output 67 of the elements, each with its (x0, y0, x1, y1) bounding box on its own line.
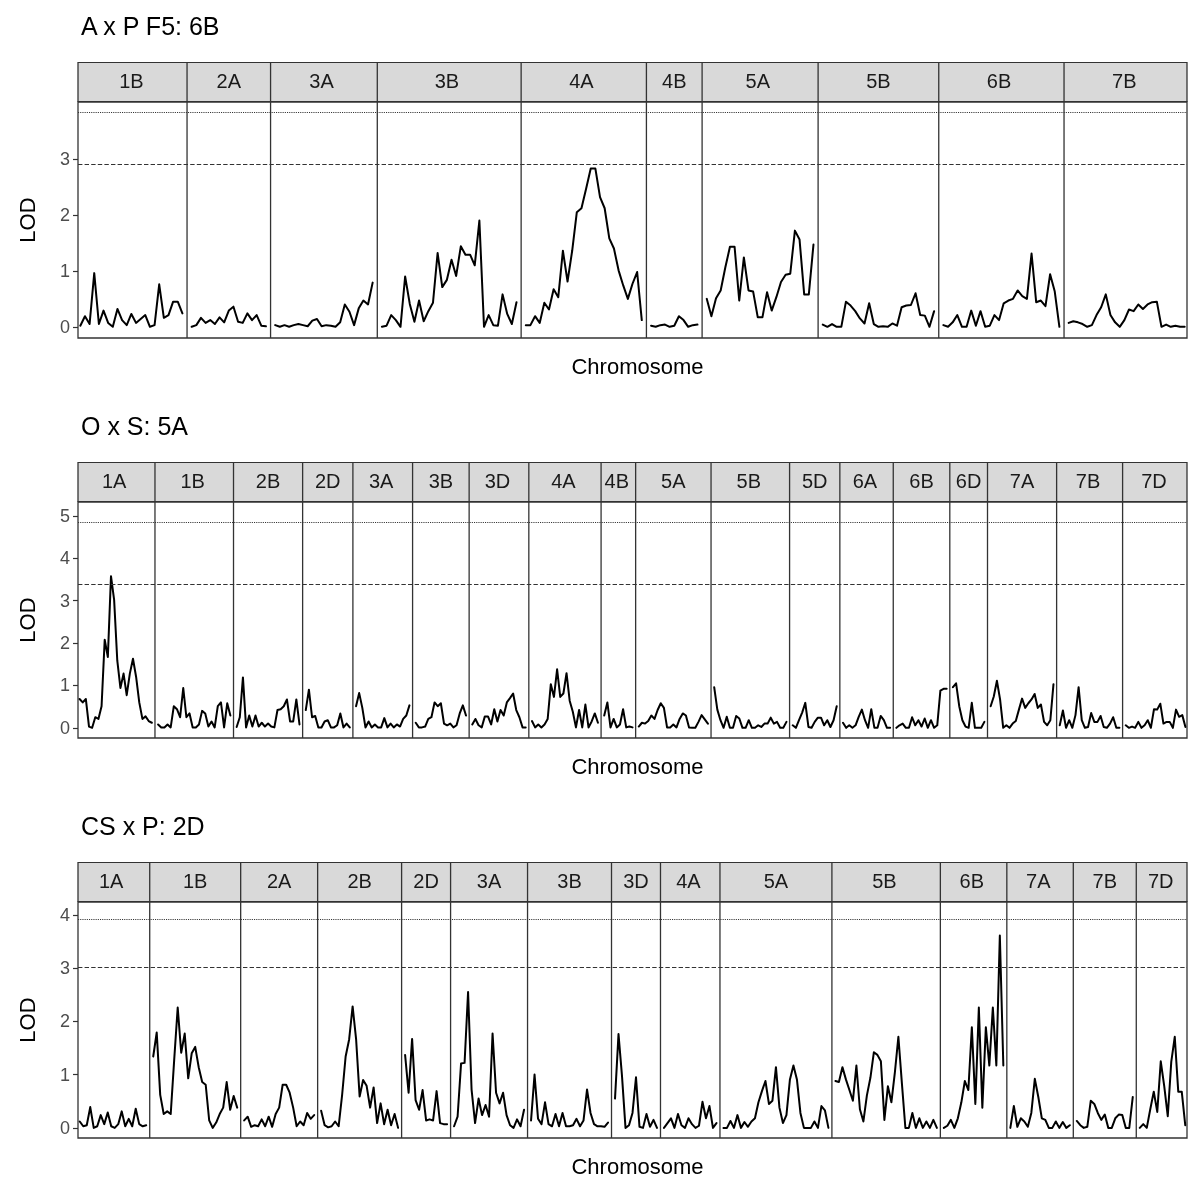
x-tick-label: 2A (266, 870, 293, 892)
x-tick-label: 7D (1141, 470, 1167, 492)
x-tick-label: 3A (309, 70, 335, 92)
x-tick-label: 4B (604, 470, 630, 492)
x-axis-title: Chromosome (571, 1153, 704, 1179)
x-tick-label: 5B (866, 70, 891, 92)
y-tick-label: 5 (59, 505, 70, 526)
y-tick-label: 4 (59, 904, 70, 925)
y-tick-label: 1 (59, 675, 70, 696)
y-tick-label: 2 (59, 204, 70, 225)
x-tick-label: 3B (434, 70, 460, 92)
x-tick-label: 3B (557, 870, 582, 892)
x-tick-label: 5A (745, 70, 771, 92)
y-tick-label: 0 (59, 717, 70, 738)
y-tick-label: 2 (59, 633, 70, 654)
x-tick-label: 4A (676, 870, 702, 892)
x-tick-label: 7D (1147, 870, 1174, 892)
y-tick-label: 1 (59, 1064, 70, 1085)
x-tick-label: 5A (661, 470, 687, 492)
x-tick-label: 4A (551, 470, 577, 492)
x-tick-label: 6D (955, 470, 982, 492)
y-tick-label: 3 (59, 149, 70, 170)
x-tick-label: 5B (736, 470, 761, 492)
x-tick-label: 1B (182, 870, 208, 892)
x-tick-label: 1B (180, 470, 205, 492)
x-tick-label: 1B (119, 70, 144, 92)
chart-title: O x S: 5A (81, 411, 189, 440)
x-tick-label: 1A (99, 870, 125, 892)
y-axis-title: LOD (14, 997, 40, 1043)
x-tick-label: 5A (763, 870, 789, 892)
chart-title: CS x P: 2D (81, 811, 205, 840)
x-tick-label: 6B (959, 870, 985, 892)
y-tick-label: 4 (59, 548, 70, 569)
y-tick-label: 2 (59, 1011, 70, 1032)
x-tick-label: 2B (255, 470, 281, 492)
x-tick-label: 6A (852, 470, 878, 492)
x-axis-title: Chromosome (571, 353, 704, 379)
x-tick-label: 3B (428, 470, 454, 492)
chart-title: A x P F5: 6B (81, 11, 220, 40)
y-tick-label: 0 (59, 316, 70, 337)
x-tick-label: 3A (368, 470, 395, 492)
x-tick-label: 5B (872, 870, 897, 892)
x-tick-label: 3D (623, 870, 649, 892)
x-tick-label: 3D (484, 470, 511, 492)
x-tick-label: 7B (1092, 870, 1118, 892)
x-tick-label: 2D (314, 470, 341, 492)
x-tick-label: 6B (986, 70, 1012, 92)
x-tick-label: 2D (413, 870, 439, 892)
y-axis-title: LOD (14, 597, 40, 643)
x-tick-label: 7B (1112, 70, 1137, 92)
x-tick-label: 4A (569, 70, 595, 92)
x-tick-label: 2A (216, 70, 242, 92)
y-axis-title: LOD (14, 197, 40, 243)
x-tick-label: 4B (662, 70, 687, 92)
y-tick-label: 0 (59, 1117, 70, 1138)
y-tick-label: 3 (59, 958, 70, 979)
x-tick-label: 5D (801, 470, 828, 492)
x-axis-title: Chromosome (571, 753, 704, 779)
x-tick-label: 1A (101, 470, 128, 492)
y-tick-label: 1 (59, 260, 70, 281)
x-tick-label: 7B (1075, 470, 1101, 492)
x-tick-label: 7A (1026, 870, 1052, 892)
x-tick-label: 6B (909, 470, 934, 492)
y-tick-label: 3 (59, 590, 70, 611)
x-tick-label: 2B (347, 870, 372, 892)
x-tick-label: 7A (1009, 470, 1035, 492)
x-tick-label: 3A (476, 870, 502, 892)
